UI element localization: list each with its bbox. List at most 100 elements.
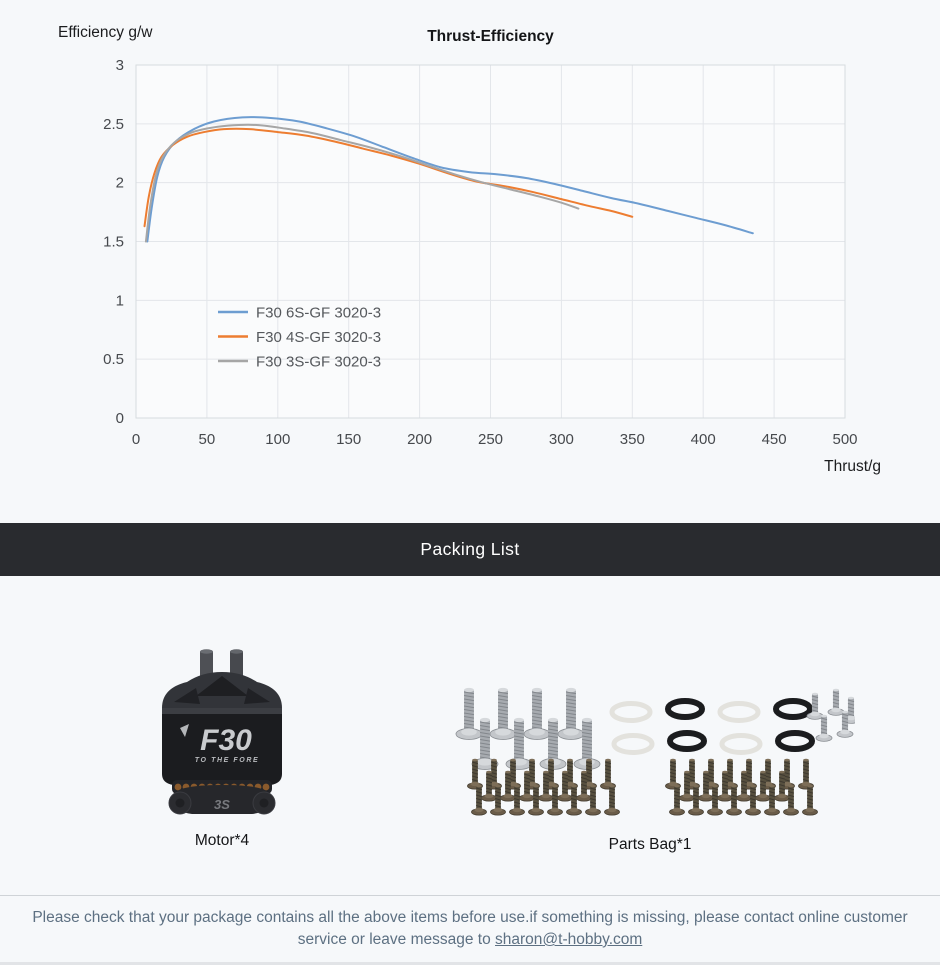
screw-icon [679, 770, 695, 802]
screw-icon [707, 784, 723, 816]
motor-bell [162, 714, 282, 785]
packing-item-parts-bag: Parts Bag*1 [445, 674, 860, 854]
screw-icon [669, 784, 685, 816]
screw-icon [539, 717, 567, 770]
o-ring-icon [667, 730, 707, 752]
o-ring-icon [775, 730, 815, 752]
packing-list-title: Packing List [420, 539, 520, 559]
screw-icon [698, 770, 714, 802]
motor-spoke-cutout [174, 688, 200, 704]
parts-bag-label: Parts Bag*1 [608, 836, 692, 853]
motor-tagline-text: TO THE FORE [195, 757, 260, 764]
legend-label: F30 3S-GF 3020-3 [256, 354, 381, 371]
washer-icon [719, 733, 763, 755]
y-tick-label: 1 [116, 292, 124, 309]
screw-icon [764, 784, 780, 816]
parts-bag-image [455, 687, 860, 816]
screw-icon [774, 770, 790, 802]
screw-icon [726, 784, 742, 816]
washer-icon [609, 701, 653, 723]
motor-spoke-cutout [196, 676, 248, 696]
support-email-link[interactable]: sharon@t-hobby.com [495, 931, 643, 948]
footer-note: Please check that your package contains … [0, 895, 940, 965]
screw-icon [806, 692, 824, 720]
x-tick-label: 350 [620, 431, 645, 448]
motor-badge-text: 3S [214, 797, 230, 812]
screw-icon [481, 770, 497, 802]
packing-list-banner: Packing List [0, 523, 940, 576]
thrust-efficiency-section: 0 50 100 150 200 250 300 350 400 450 500 0 0.5 1 1.5 2 2… [58, 24, 881, 475]
x-tick-label: 500 [832, 431, 857, 448]
y-tick-label: 1.5 [103, 234, 124, 251]
screw-icon [489, 687, 517, 740]
x-tick-label: 0 [132, 431, 140, 448]
screw-icon [455, 687, 483, 740]
winding-coil [262, 783, 270, 791]
screw-icon [576, 770, 592, 802]
motor-image: F30 TO THE FORE 3S [162, 649, 282, 815]
screw-icon [471, 784, 487, 816]
screw-icon [802, 784, 818, 816]
o-ring-icon [665, 698, 705, 720]
screw-icon [783, 784, 799, 816]
footer-text: Please check that your package contains … [32, 909, 908, 948]
screw-icon [490, 784, 506, 816]
screw-icon [798, 758, 814, 790]
y-tick-label: 0.5 [103, 351, 124, 368]
x-tick-label: 450 [762, 431, 787, 448]
y-tick-label: 3 [116, 57, 124, 74]
screw-icon [585, 784, 601, 816]
series-line-3 [144, 123, 580, 243]
chart-title: Thrust-Efficiency [427, 28, 554, 45]
x-tick-label: 50 [199, 431, 216, 448]
motor-logo-mark [180, 724, 189, 737]
motor-spoke-cutout [244, 688, 270, 704]
winding-coil [174, 783, 182, 791]
motor-lug-hole [175, 798, 185, 808]
x-tick-label: 400 [691, 431, 716, 448]
screw-icon [509, 784, 525, 816]
packing-section: F30 TO THE FORE 3S Motor*4 Parts Bag*1 [0, 576, 940, 895]
screw-icon [519, 770, 535, 802]
thrust-efficiency-chart: 0 50 100 150 200 250 300 350 400 450 500 0 0.5 1 1.5 2 2… [103, 57, 857, 448]
bottom-divider [0, 962, 940, 965]
motor-label: Motor*4 [194, 832, 250, 849]
motor-rim [162, 708, 282, 715]
screw-icon [467, 758, 483, 790]
y-tick-label: 2 [116, 175, 124, 192]
motor-logo-text: F30 [200, 724, 252, 757]
screw-icon [827, 688, 845, 716]
motor-base [175, 785, 269, 814]
x-tick-label: 100 [265, 431, 290, 448]
motor-shaft-top [230, 649, 243, 654]
washer-icon [717, 701, 761, 723]
x-tick-label: 200 [407, 431, 432, 448]
y-axis-title: Efficiency g/w [58, 24, 153, 41]
y-tick-label: 0 [116, 410, 124, 427]
screw-icon [755, 770, 771, 802]
screw-icon [745, 784, 761, 816]
x-tick-label: 300 [549, 431, 574, 448]
x-axis-title: Thrust/g [824, 458, 881, 475]
screw-icon [815, 714, 833, 742]
y-tick-label: 2.5 [103, 116, 124, 133]
screw-icon [500, 770, 516, 802]
screw-icon [538, 770, 554, 802]
screw-icon [557, 687, 585, 740]
washer-icon [611, 733, 655, 755]
screw-icon [688, 784, 704, 816]
legend-label: F30 4S-GF 3020-3 [256, 329, 381, 346]
screw-icon [665, 758, 681, 790]
legend-label: F30 6S-GF 3020-3 [256, 305, 381, 322]
motor-shaft-top [200, 649, 213, 654]
screw-icon [523, 687, 551, 740]
screw-icon [505, 717, 533, 770]
x-tick-label: 150 [336, 431, 361, 448]
screw-icon [836, 710, 854, 738]
screw-icon [547, 784, 563, 816]
screw-icon [566, 784, 582, 816]
x-tick-label: 250 [478, 431, 503, 448]
screw-icon [600, 758, 616, 790]
motor-lug-hole [259, 798, 269, 808]
screw-icon [604, 784, 620, 816]
